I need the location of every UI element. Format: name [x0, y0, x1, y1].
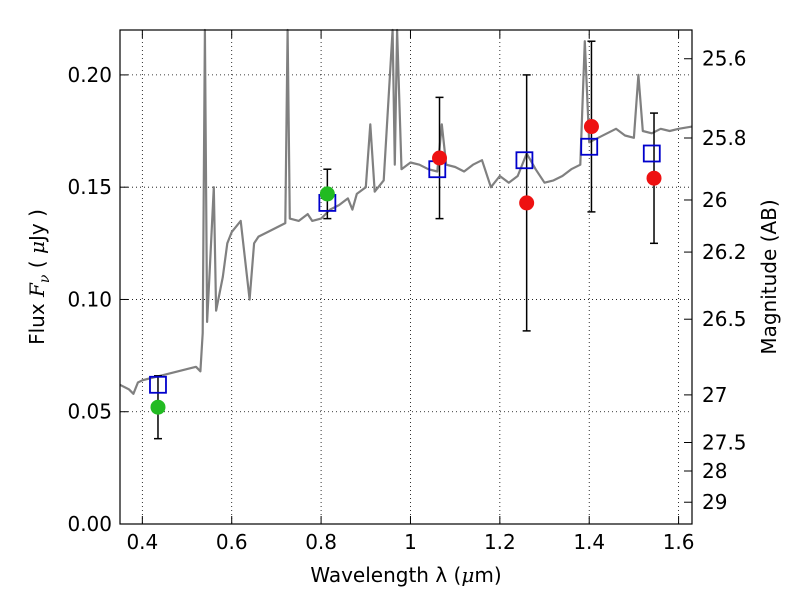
sed-line	[119, 28, 693, 395]
magnitude-tick-label: 28	[702, 459, 727, 483]
y-axis-ticks: 0.00 0.05 0.10 0.15 0.20	[67, 63, 128, 536]
green-data-point	[319, 186, 335, 202]
x-tick-label: 0.8	[305, 530, 337, 554]
x-tick-label: 0.4	[126, 530, 158, 554]
model-photometry	[149, 137, 661, 394]
y-tick-label: 0.05	[67, 400, 112, 424]
x-tick-label: 1.6	[663, 530, 695, 554]
magnitude-tick-label: 26.2	[702, 240, 747, 264]
y-tick-label: 0.10	[67, 287, 112, 311]
x-tick-label: 0.6	[216, 530, 248, 554]
model-square-marker	[515, 151, 534, 170]
red-data-point	[646, 170, 662, 186]
magnitude-tick-label: 26	[702, 188, 727, 212]
magnitude-tick-label: 29	[702, 490, 727, 514]
sed-spectrum	[119, 28, 693, 395]
magnitude-tick-label: 27	[702, 383, 727, 407]
observed-photometry	[150, 119, 662, 415]
x-axis-label: Wavelength λ (μm)	[310, 563, 501, 587]
red-data-point	[432, 150, 448, 166]
magnitude-tick-label: 25.8	[702, 126, 747, 150]
model-square-marker	[149, 375, 167, 394]
y-tick-label: 0.00	[67, 512, 112, 536]
green-data-point	[150, 399, 166, 415]
model-square-marker	[642, 144, 661, 163]
magnitude-axis-label: Magnitude (AB)	[757, 199, 781, 354]
x-tick-label: 1	[404, 530, 417, 554]
plot-frame	[119, 29, 693, 525]
x-tick-label: 1.4	[573, 530, 605, 554]
magnitude-tick-label: 25.6	[702, 47, 747, 71]
red-data-point	[519, 195, 535, 211]
magnitude-tick-label: 26.5	[702, 307, 747, 331]
x-tick-label: 1.2	[484, 530, 516, 554]
y-axis-label: Flux Fν ( μJy )	[25, 209, 53, 345]
magnitude-axis-ticks: 25.6 25.8 26 26.2 26.5 27 27.5 28 29	[684, 47, 747, 514]
y-tick-label: 0.20	[67, 63, 112, 87]
red-data-point	[583, 119, 599, 135]
x-axis-ticks: 0.4 0.6 0.8 1 1.2 1.4 1.6	[126, 30, 695, 554]
model-square-marker	[580, 137, 599, 156]
y-tick-label: 0.15	[67, 175, 112, 199]
magnitude-tick-label: 27.5	[702, 430, 747, 454]
